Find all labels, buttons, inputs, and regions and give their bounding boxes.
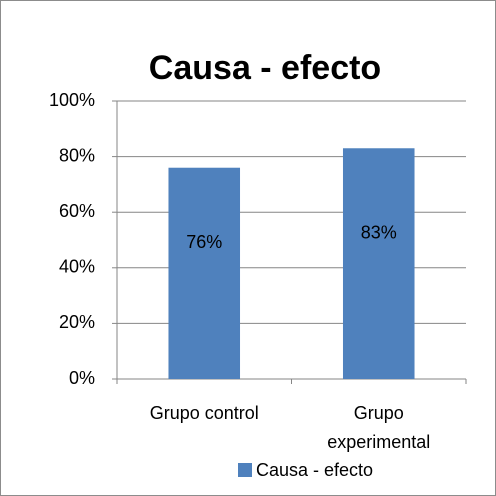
legend-label: Causa - efecto [256,460,373,480]
y-tick-label: 20% [59,312,95,332]
y-tick-label: 80% [59,145,95,165]
data-label: 83% [361,222,397,242]
bar [342,148,415,379]
x-tick-label: Grupo experimental [327,403,431,452]
data-label: 76% [186,232,222,252]
y-tick-label: 0% [69,368,95,388]
y-tick-label: 60% [59,201,95,221]
chart-title: Causa - efecto [149,49,381,87]
legend-swatch [238,463,252,477]
x-tick-label: Grupo control [149,403,259,423]
bar [168,167,241,379]
y-tick-label: 100% [49,90,95,110]
y-tick-label: 40% [59,257,95,277]
